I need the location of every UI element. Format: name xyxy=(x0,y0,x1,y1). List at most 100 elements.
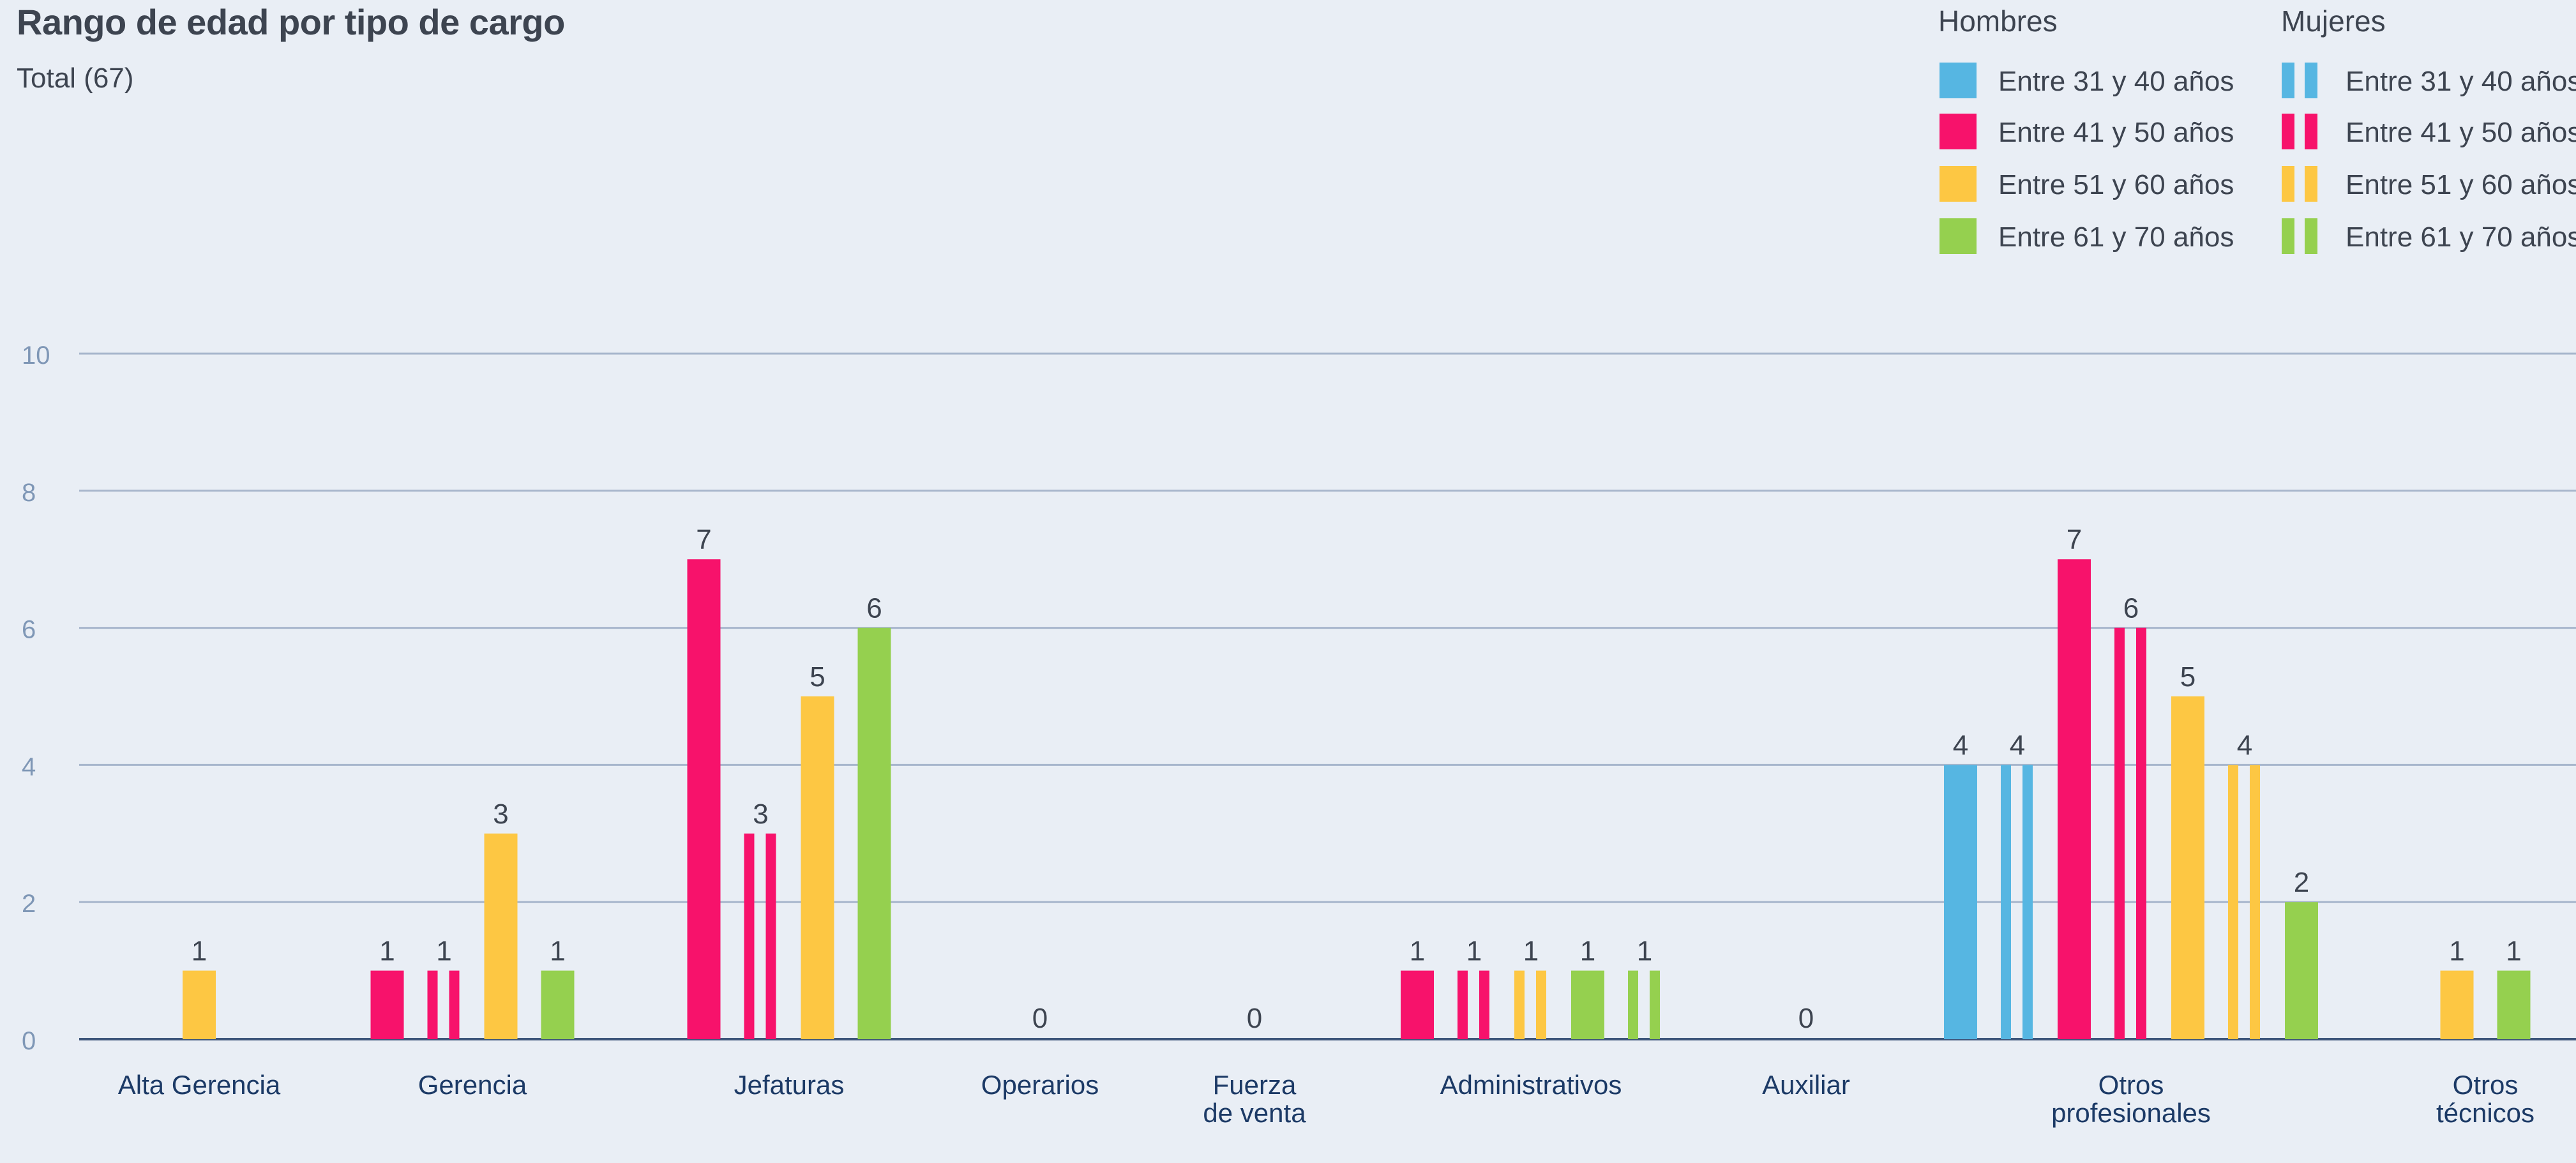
legend-label-men: Entre 31 y 40 años xyxy=(1998,66,2234,97)
bar-value-label: 1 xyxy=(436,936,451,967)
bar-value-label: 1 xyxy=(1637,936,1652,967)
legend-swatch-women xyxy=(2305,114,2317,149)
bar-value-label: 3 xyxy=(493,799,508,830)
x-category-label: de venta xyxy=(1203,1098,1306,1128)
legend-swatch-men xyxy=(1940,166,1977,202)
legend-swatch-women xyxy=(2305,63,2317,98)
y-tick-label: 0 xyxy=(22,1027,36,1055)
x-category-label: Auxiliar xyxy=(1762,1070,1850,1100)
legend-swatch-women xyxy=(2305,218,2317,254)
legend-label-women: Entre 51 y 60 años xyxy=(2346,169,2576,200)
bar-women-stripe xyxy=(2114,627,2125,1039)
bar-women-stripe xyxy=(449,970,460,1039)
bar-value-label: 6 xyxy=(866,593,882,624)
bar-women-stripe xyxy=(2001,765,2011,1039)
legend-label-women: Entre 41 y 50 años xyxy=(2346,117,2576,148)
legend-label-men: Entre 51 y 60 años xyxy=(1998,169,2234,200)
bar-men xyxy=(801,696,834,1039)
x-category-label: Otros xyxy=(2453,1070,2519,1100)
bar-men xyxy=(1401,970,1434,1039)
y-tick-label: 4 xyxy=(22,753,36,781)
bar-value-label: 5 xyxy=(2180,661,2196,693)
y-tick-label: 6 xyxy=(22,616,36,644)
bar-women-stripe xyxy=(2022,765,2033,1039)
bar-value-label: 1 xyxy=(192,936,207,967)
chart-subtitle: Total (67) xyxy=(17,63,134,94)
bar-women-stripe xyxy=(1479,970,1489,1039)
bar-men xyxy=(2440,970,2474,1039)
bar-men xyxy=(687,559,721,1039)
bar-men xyxy=(857,627,891,1039)
legend-label-men: Entre 61 y 70 años xyxy=(1998,221,2234,253)
legend-swatch-women xyxy=(2282,166,2294,202)
bar-value-label: 3 xyxy=(753,799,768,830)
x-category-label: Fuerza xyxy=(1213,1070,1297,1100)
bar-value-label: 1 xyxy=(550,936,565,967)
bar-men xyxy=(484,833,518,1039)
bar-women-stripe xyxy=(1514,970,1525,1039)
bar-value-label: 4 xyxy=(2010,730,2025,761)
legend-women-title: Mujeres xyxy=(2281,4,2386,38)
bar-value-label: 1 xyxy=(2449,936,2464,967)
chart-title: Rango de edad por tipo de cargo xyxy=(17,2,565,42)
x-category-label: Gerencia xyxy=(418,1070,527,1100)
bar-value-label: 2 xyxy=(2294,867,2309,898)
legend-swatch-women xyxy=(2282,218,2294,254)
bar-value-label: 7 xyxy=(2067,524,2082,555)
bar-value-label: 1 xyxy=(1523,936,1539,967)
legend-swatch-men xyxy=(1940,218,1977,254)
zero-value-label: 0 xyxy=(1032,1003,1048,1034)
bar-value-label: 1 xyxy=(379,936,395,967)
legend-swatch-men xyxy=(1940,63,1977,98)
x-category-label: profesionales xyxy=(2051,1098,2211,1128)
bar-women-stripe xyxy=(1536,970,1546,1039)
zero-value-label: 0 xyxy=(1798,1003,1814,1034)
bar-value-label: 4 xyxy=(1953,730,1968,761)
x-category-label: Otros xyxy=(2098,1070,2164,1100)
bar-men xyxy=(541,970,575,1039)
bar-value-label: 1 xyxy=(1580,936,1595,967)
legend-label-women: Entre 61 y 70 años xyxy=(2346,221,2576,253)
legend-swatch-women xyxy=(2305,166,2317,202)
legend-label-women: Entre 31 y 40 años xyxy=(2346,66,2576,97)
bar-men xyxy=(2497,970,2531,1039)
legend-swatch-men xyxy=(1940,114,1977,149)
zero-value-label: 0 xyxy=(1247,1003,1262,1034)
bar-women-stripe xyxy=(1457,970,1468,1039)
bar-value-label: 7 xyxy=(696,524,711,555)
legend-swatch-women xyxy=(2282,114,2294,149)
bar-value-label: 5 xyxy=(810,661,825,693)
bar-men xyxy=(2171,696,2204,1039)
x-category-label: Operarios xyxy=(981,1070,1099,1100)
bar-men xyxy=(183,970,216,1039)
bar-value-label: 4 xyxy=(2237,730,2252,761)
x-category-label: Jefaturas xyxy=(734,1070,845,1100)
bar-women-stripe xyxy=(1628,970,1638,1039)
y-tick-label: 8 xyxy=(22,479,36,507)
bar-men xyxy=(2058,559,2091,1039)
bar-value-label: 1 xyxy=(1410,936,1425,967)
x-category-label: Administrativos xyxy=(1440,1070,1622,1100)
bar-women-stripe xyxy=(744,833,755,1039)
bar-women-stripe xyxy=(2228,765,2238,1039)
bar-men xyxy=(370,970,404,1039)
bar-women-stripe xyxy=(427,970,438,1039)
bar-men xyxy=(1571,970,1604,1039)
x-category-label: técnicos xyxy=(2436,1098,2535,1128)
y-tick-label: 10 xyxy=(22,341,50,370)
legend-men-title: Hombres xyxy=(1938,4,2058,38)
y-tick-label: 2 xyxy=(22,890,36,918)
bar-women-stripe xyxy=(765,833,776,1039)
bar-women-stripe xyxy=(2136,627,2146,1039)
x-category-label: Alta Gerencia xyxy=(118,1070,281,1100)
bar-women-stripe xyxy=(1650,970,1660,1039)
bar-men xyxy=(1944,765,1977,1039)
bar-value-label: 1 xyxy=(2506,936,2521,967)
bar-value-label: 1 xyxy=(1466,936,1482,967)
legend-swatch-women xyxy=(2282,63,2294,98)
legend-label-men: Entre 41 y 50 años xyxy=(1998,117,2234,148)
bar-men xyxy=(2285,902,2318,1039)
bar-women-stripe xyxy=(2250,765,2260,1039)
bar-value-label: 6 xyxy=(2123,593,2139,624)
